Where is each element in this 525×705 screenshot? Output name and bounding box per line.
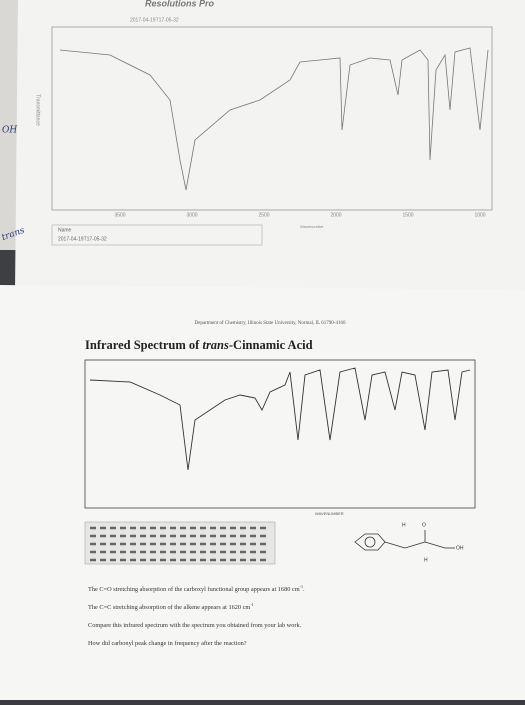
x-tick-label: 2000 — [330, 212, 341, 218]
sentence-end: . — [303, 586, 305, 593]
sentence: Compare this infrared spectrum with the … — [88, 622, 302, 629]
structure — [354, 530, 455, 551]
chart-title: 2017-04-19T17-05-32 — [130, 17, 179, 23]
title-part: -Cinnamic Acid — [229, 338, 313, 352]
atom: OH — [456, 545, 464, 551]
bottom-spectrum — [89, 367, 471, 471]
question-text: The C=O stretching absorption of the car… — [88, 584, 305, 648]
sheet-title: Infrared Spectrum of trans-Cinnamic Acid — [85, 338, 313, 352]
x-label: WAVENUMBER — [315, 511, 344, 516]
sentence: The C=C stretching absorption of the alk… — [88, 602, 254, 612]
x-tick-label: 3500 — [114, 212, 125, 218]
top-spectrum — [59, 47, 489, 191]
y-label: Transmittance — [35, 94, 41, 126]
atom: H — [402, 522, 406, 528]
title-part: trans — [202, 338, 229, 352]
name-label: Name — [58, 227, 72, 233]
department: Department of Chemistry, Illinois State … — [195, 321, 346, 326]
sentence-text: Compare this infrared spectrum with the … — [88, 622, 302, 629]
top-sheet — [15, 0, 525, 300]
name-value: 2017-04-19T17-05-32 — [58, 236, 107, 242]
superscript: -1 — [300, 584, 303, 589]
sentence-text: How did carbonyl peak change in frequenc… — [88, 640, 247, 647]
name-box — [51, 224, 263, 246]
x-tick-label: 2500 — [258, 212, 269, 218]
handwriting: OH — [2, 126, 17, 136]
sentence: The C=O stretching absorption of the car… — [88, 584, 305, 594]
sentence-text: The C=O stretching absorption of the car… — [88, 586, 300, 593]
top-chart-frame — [51, 26, 493, 211]
header: Resolutions Pro — [145, 0, 215, 8]
peak-table-entries — [90, 526, 270, 562]
atom: H — [424, 557, 428, 563]
x-label: Wavenumber — [300, 224, 324, 229]
x-ticks: 3500 3000 2500 2000 1500 1000 — [114, 212, 485, 218]
sentence: How did carbonyl peak change in frequenc… — [88, 640, 247, 647]
x-tick-label: 1500 — [402, 212, 413, 218]
sentence-text: The C=C stretching absorption of the alk… — [88, 604, 250, 611]
x-tick-label: 3000 — [186, 212, 197, 218]
superscript: -1 — [250, 602, 253, 607]
title-part: Infrared Spectrum of — [85, 338, 202, 352]
x-tick-label: 1000 — [474, 212, 485, 218]
bottom-chart-frame — [84, 359, 476, 509]
bottom-sheet — [0, 285, 525, 700]
atom: O — [422, 522, 426, 528]
